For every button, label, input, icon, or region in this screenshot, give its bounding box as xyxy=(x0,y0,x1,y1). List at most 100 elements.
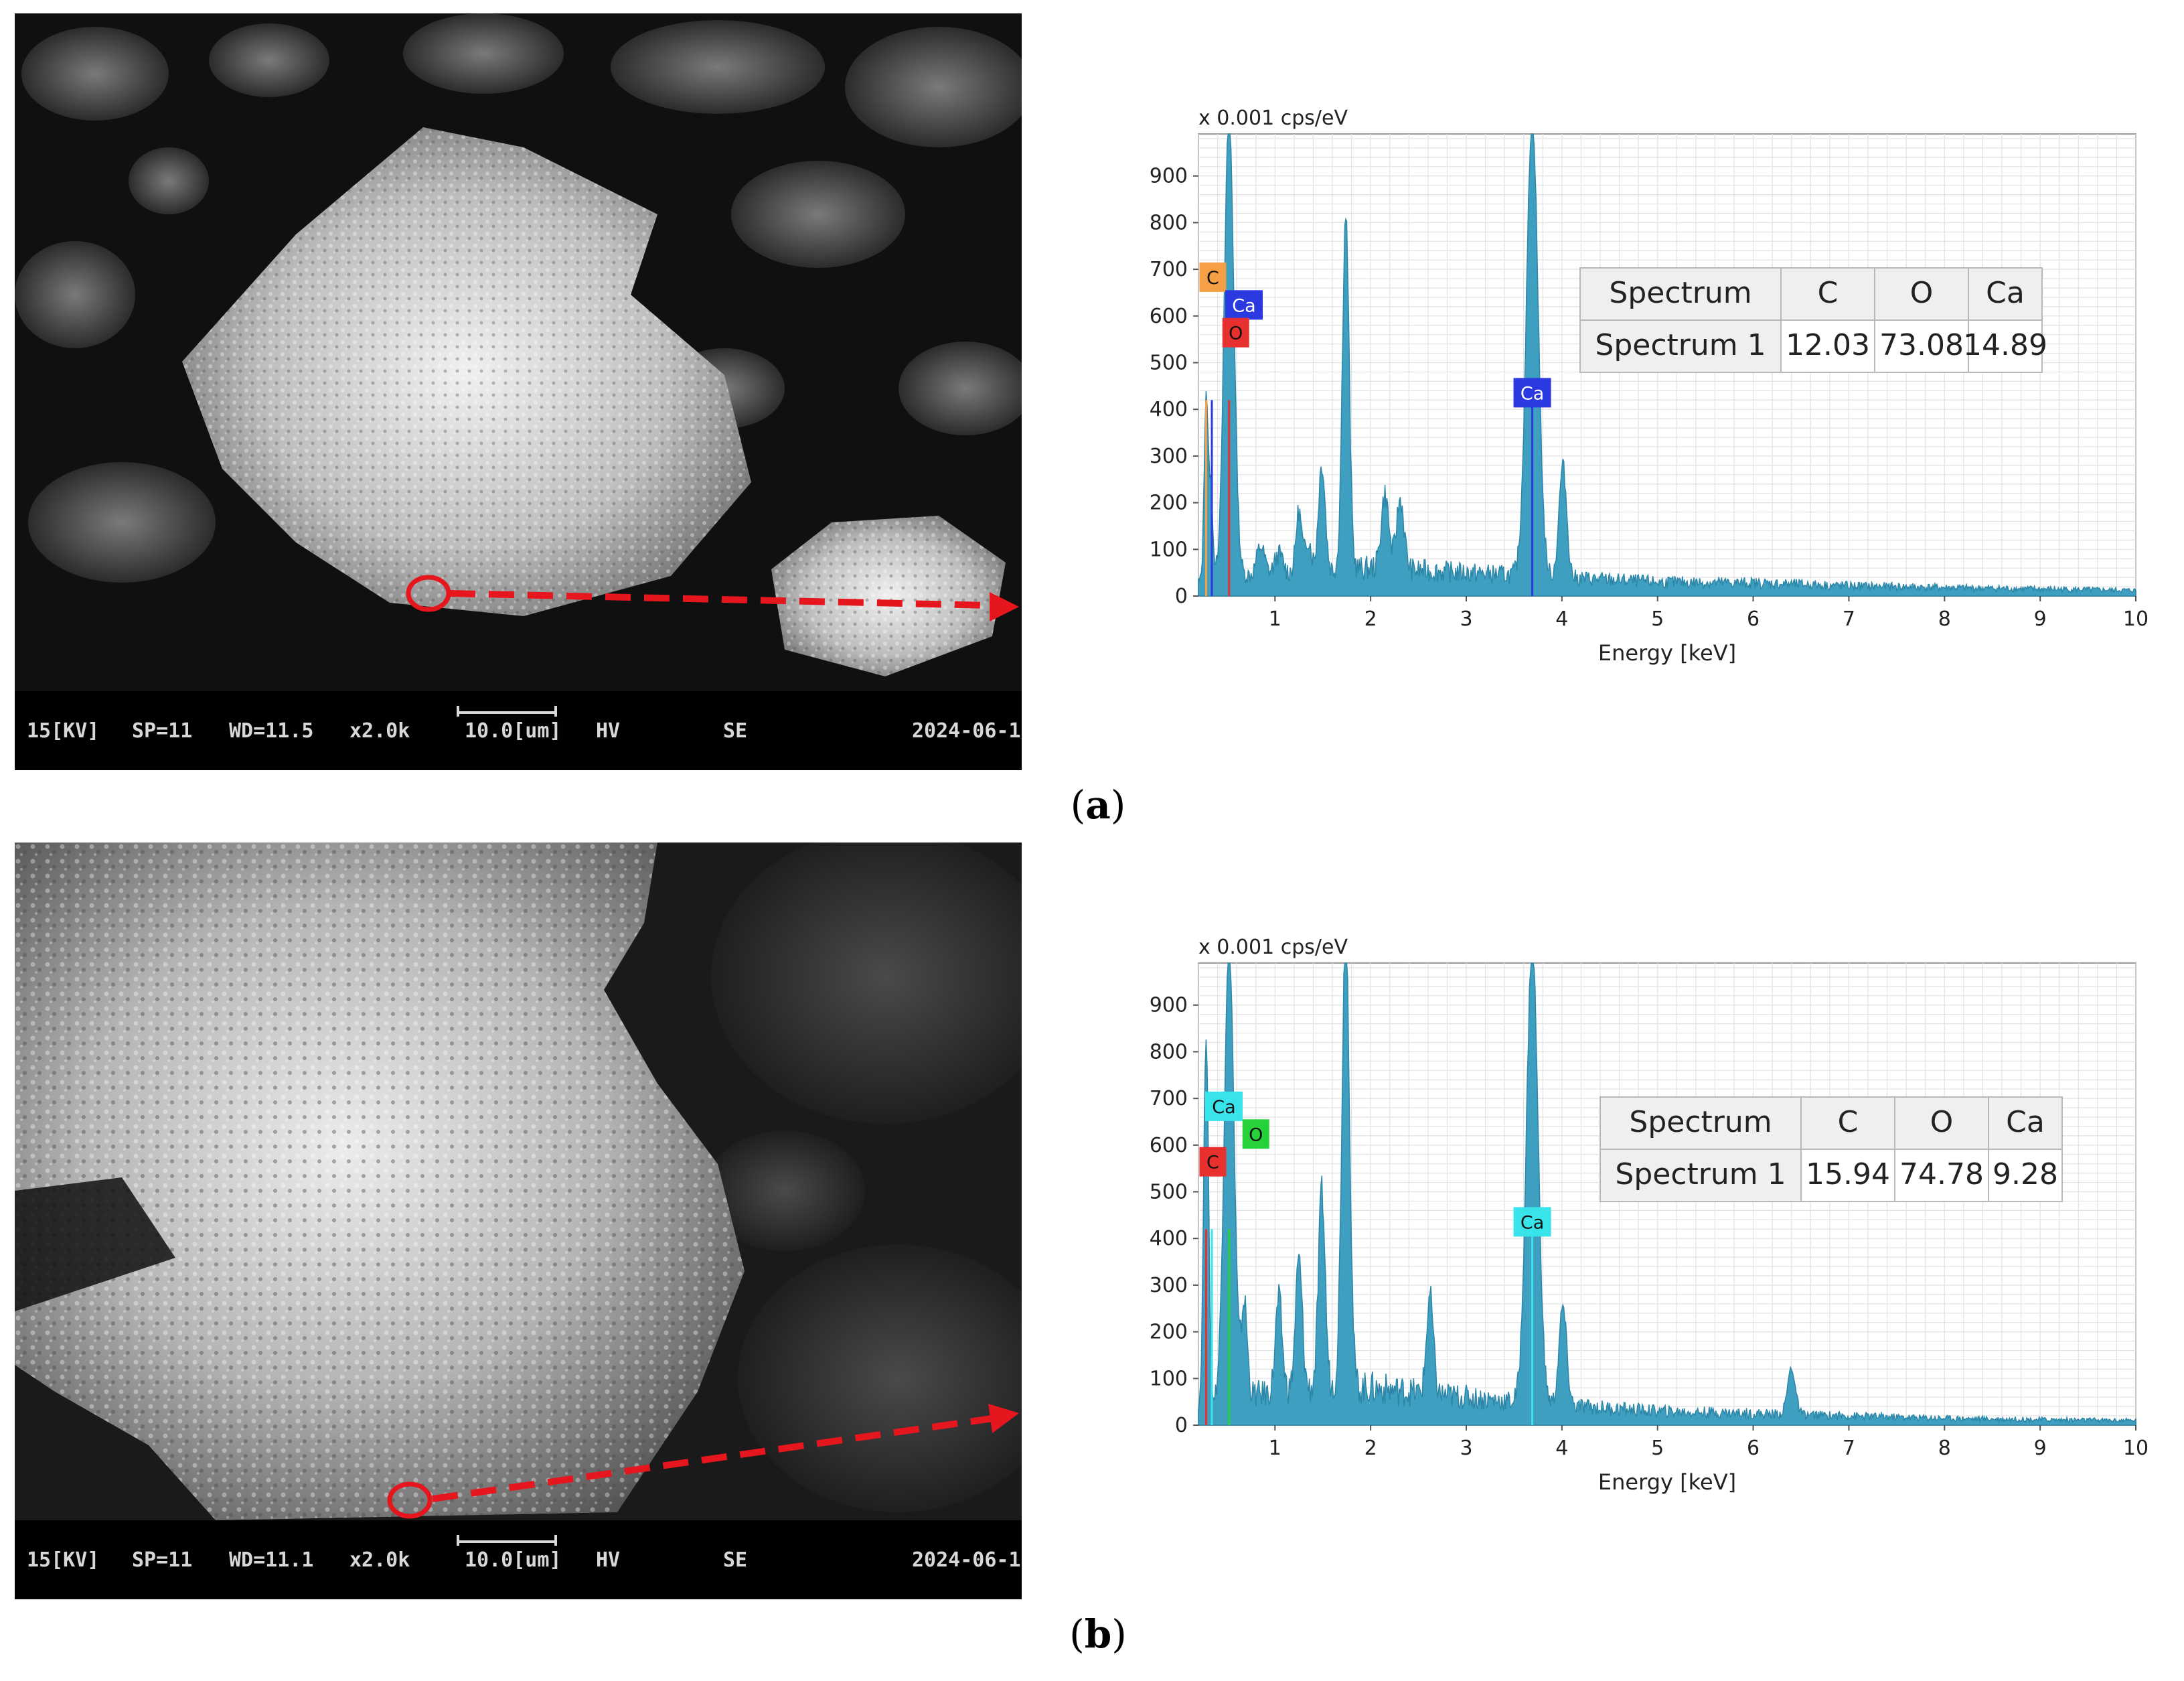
y-tick-label: 500 xyxy=(1150,1181,1188,1204)
element-marker-label: Ca xyxy=(1520,1212,1544,1233)
sem-info-bar-a: 15[KV] SP=11 WD=11.5 x2.0k 10.0[um] HV S… xyxy=(15,691,1022,770)
analysis-point-marker xyxy=(387,1481,433,1519)
eds-spectrum-chart-b: Ca O C Ca 0 100 200 300 400 500 600 700 800 900 1 2 3 4 5 6… xyxy=(1150,936,2149,1495)
table-cell xyxy=(1988,1149,2063,1202)
table-header-text: C xyxy=(1818,276,1839,310)
table-header-text: Spectrum xyxy=(1609,276,1751,310)
sem-image-b xyxy=(15,843,1022,1520)
sem-magnification: x2.0k xyxy=(349,1548,410,1572)
y-tick-label: 400 xyxy=(1150,398,1188,421)
scale-bar xyxy=(457,711,557,714)
element-marker-box xyxy=(1242,1119,1269,1149)
y-tick-label: 100 xyxy=(1150,538,1188,561)
table-cell-text: 14.89 xyxy=(1963,328,2047,362)
panel-label-a: (a) xyxy=(1070,782,1126,828)
sem-micrograph-b: 15[KV] SP=11 WD=11.1 x2.0k 10.0[um] HV S… xyxy=(15,843,1022,1599)
x-tick-label: 2 xyxy=(1364,1437,1377,1460)
table-cell-text: 74.78 xyxy=(1899,1157,1984,1191)
x-tick-label: 2 xyxy=(1364,607,1377,631)
x-tick-label: 6 xyxy=(1747,607,1760,631)
x-tick-label: 3 xyxy=(1460,607,1472,631)
sem-date: 2024-06-13 xyxy=(912,719,1022,743)
sem-micrograph-a: 15[KV] SP=11 WD=11.5 x2.0k 10.0[um] HV S… xyxy=(15,13,1022,770)
x-tick-label: 8 xyxy=(1938,1437,1951,1460)
x-tick-label: 8 xyxy=(1938,607,1951,631)
y-unit-label: x 0.001 cps/eV xyxy=(1198,936,1348,959)
element-marker-label: Ca xyxy=(1520,383,1544,404)
table-cell xyxy=(1874,319,1969,373)
analysis-point-marker xyxy=(406,575,451,612)
table-cell-text: Spectrum 1 xyxy=(1615,1157,1786,1191)
element-marker-label: Ca xyxy=(1232,295,1255,316)
panel-label-b: (b) xyxy=(1069,1611,1127,1657)
x-axis-title: Energy [keV] xyxy=(1598,1469,1736,1495)
x-tick-label: 3 xyxy=(1460,1437,1472,1460)
y-tick-label: 700 xyxy=(1150,258,1188,281)
x-tick-label: 6 xyxy=(1747,1437,1760,1460)
element-marker-box xyxy=(1225,290,1263,320)
sem-working-distance: WD=11.1 xyxy=(229,1548,314,1572)
table-header-text: Spectrum xyxy=(1629,1105,1772,1139)
element-marker-label: O xyxy=(1249,1124,1263,1145)
y-tick-label: 800 xyxy=(1150,211,1188,234)
panel-a: 15[KV] SP=11 WD=11.5 x2.0k 10.0[um] HV S… xyxy=(0,0,2184,840)
table-header-text: Ca xyxy=(2006,1105,2045,1139)
x-tick-label: 4 xyxy=(1555,1437,1568,1460)
sem-voltage: 15[KV] xyxy=(27,1548,100,1572)
sem-magnification: x2.0k xyxy=(349,719,410,743)
y-tick-label: 500 xyxy=(1150,352,1188,375)
y-tick-label: 700 xyxy=(1150,1087,1188,1110)
table-header-cell xyxy=(1579,267,1782,321)
y-tick-label: 0 xyxy=(1175,1414,1188,1437)
table-cell-text: Spectrum 1 xyxy=(1595,328,1766,362)
sem-image-a xyxy=(15,13,1022,691)
x-tick-label: 5 xyxy=(1651,607,1664,631)
table-header-cell xyxy=(1600,1096,1802,1150)
y-tick-label: 900 xyxy=(1150,994,1188,1017)
x-tick-label: 1 xyxy=(1269,607,1281,631)
sem-detector: SE xyxy=(723,719,748,743)
sem-working-distance: WD=11.5 xyxy=(229,719,314,743)
x-tick-label: 10 xyxy=(2123,1437,2149,1460)
element-marker-box xyxy=(1513,1207,1551,1237)
y-tick-label: 200 xyxy=(1150,1321,1188,1344)
x-tick-label: 7 xyxy=(1843,1437,1855,1460)
x-tick-label: 4 xyxy=(1555,607,1568,631)
element-marker-label: Ca xyxy=(1212,1097,1235,1118)
sem-vacuum-mode: HV xyxy=(596,719,621,743)
table-header-cell xyxy=(1968,267,2043,321)
x-tick-label: 9 xyxy=(2034,1437,2047,1460)
sem-spot-size: SP=11 xyxy=(132,1548,193,1572)
table-cell-text: 15.94 xyxy=(1806,1157,1890,1191)
element-marker-box xyxy=(1222,317,1249,348)
x-tick-label: 10 xyxy=(2123,607,2149,631)
y-tick-label: 0 xyxy=(1175,585,1188,608)
panel-b: 15[KV] SP=11 WD=11.1 x2.0k 10.0[um] HV S… xyxy=(0,829,2184,1670)
element-marker-box xyxy=(1513,378,1551,408)
y-tick-label: 600 xyxy=(1150,1134,1188,1157)
y-tick-label: 200 xyxy=(1150,492,1188,515)
sem-spot-size: SP=11 xyxy=(132,719,193,743)
scale-bar-tick xyxy=(554,1535,557,1546)
scale-bar-tick xyxy=(457,706,459,717)
element-marker-box xyxy=(1199,262,1227,292)
y-tick-label: 300 xyxy=(1150,1274,1188,1297)
element-marker-label: C xyxy=(1206,1153,1219,1173)
element-marker-label: C xyxy=(1206,268,1219,289)
sem-scale-label: 10.0[um] xyxy=(465,719,562,743)
sem-date: 2024-06-13 xyxy=(912,1548,1022,1572)
sem-info-bar-b: 15[KV] SP=11 WD=11.1 x2.0k 10.0[um] HV S… xyxy=(15,1520,1022,1599)
x-tick-label: 7 xyxy=(1843,607,1855,631)
y-tick-label: 600 xyxy=(1150,305,1188,328)
scale-bar-tick xyxy=(457,1535,459,1546)
scale-bar xyxy=(457,1540,557,1543)
table-header-text: C xyxy=(1838,1105,1859,1139)
table-header-text: Ca xyxy=(1986,276,2025,310)
sem-scale-label: 10.0[um] xyxy=(465,1548,562,1572)
y-tick-label: 100 xyxy=(1150,1367,1188,1390)
sem-voltage: 15[KV] xyxy=(27,719,100,743)
table-header-cell xyxy=(1800,1096,1895,1150)
table-header-text: O xyxy=(1910,276,1934,310)
eds-spectrum-chart-a: C Ca O Ca 0 100 200 300 400 500 600 700 800 900 1 2 3 4 5 6… xyxy=(1150,106,2149,666)
x-tick-label: 5 xyxy=(1651,1437,1664,1460)
